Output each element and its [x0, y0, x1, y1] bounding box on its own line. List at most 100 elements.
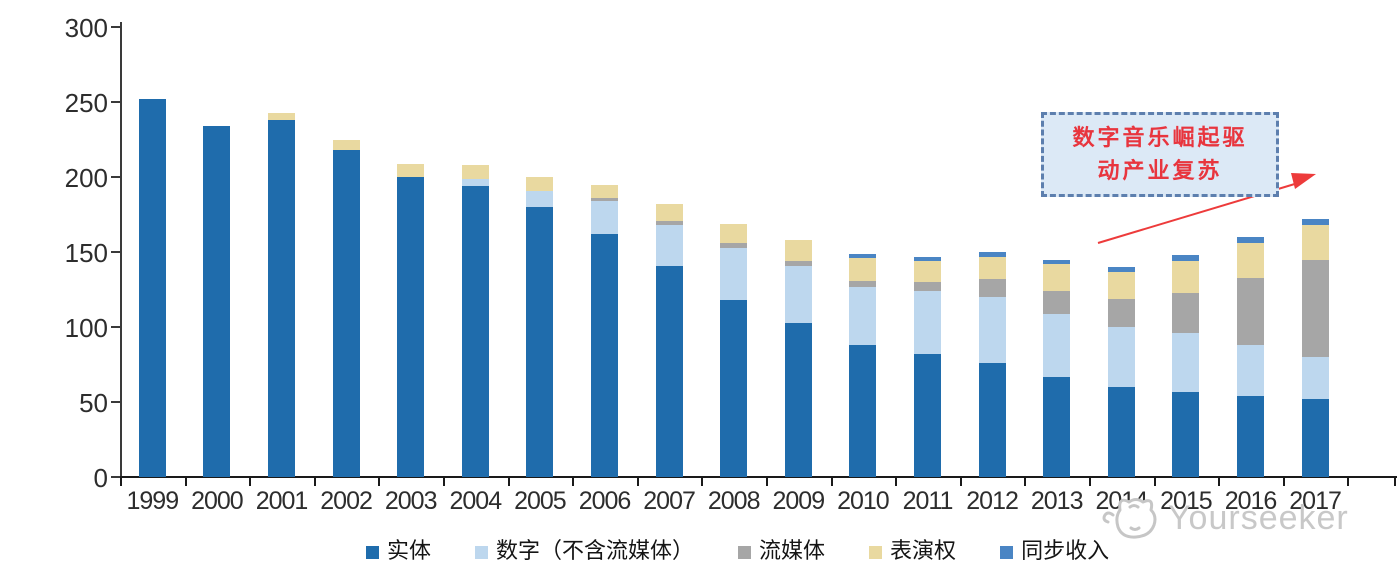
x-tick-label: 2010 [837, 487, 890, 515]
bar-segment-2013 [1043, 313, 1071, 377]
x-tick-mark [895, 478, 897, 486]
bar-segment-2016 [1237, 237, 1264, 243]
bar-segment-2017 [1301, 259, 1329, 357]
x-tick-label: 2002 [320, 487, 373, 515]
x-tick-mark [443, 478, 445, 486]
bar-segment-2015 [1172, 261, 1200, 293]
y-tick-label: 250 [64, 88, 108, 118]
bar-segment-2010 [849, 253, 877, 258]
watermark: Yourseeker [1100, 490, 1349, 546]
watermark-text: Yourseeker [1168, 499, 1349, 537]
x-tick-label: 2017 [1289, 487, 1342, 515]
x-tick-label: 2011 [902, 487, 954, 515]
x-tick-mark [185, 478, 187, 486]
x-tick-label: 2013 [1030, 487, 1084, 515]
x-tick-mark [1218, 478, 1220, 486]
bar-segment-2013 [1043, 291, 1071, 314]
x-tick-mark [831, 478, 833, 486]
x-tick-label: 2008 [707, 487, 761, 515]
callout-box: 数字音乐崛起驱 动产业复苏 [1041, 112, 1279, 197]
x-tick-mark [572, 478, 574, 486]
bar-segment-1999 [138, 99, 166, 477]
y-tick-mark [111, 326, 120, 328]
bar-segment-2013 [1043, 264, 1071, 291]
bar-segment-2013 [1043, 259, 1071, 264]
legend-label: 数字（不含流媒体） [496, 539, 695, 564]
bar-segment-2008 [720, 300, 748, 477]
bar-segment-2011 [914, 354, 941, 477]
legend: 实体 数字（不含流媒体） 流媒体 表演权 同步收入 [366, 541, 1109, 563]
legend-item: 表演权 [869, 541, 956, 563]
x-tick-mark [249, 478, 251, 486]
y-tick-label: 100 [64, 313, 108, 343]
x-tick-mark [1154, 478, 1156, 486]
legend-item: 流媒体 [738, 541, 825, 563]
bar-segment-2016 [1237, 345, 1264, 396]
x-tick-label: 2003 [384, 487, 438, 515]
x-tick-mark [378, 478, 380, 486]
y-tick-label: 150 [64, 238, 108, 268]
x-tick-label: 2012 [966, 487, 1019, 515]
bar-segment-2012 [978, 279, 1006, 297]
y-tick-mark [111, 476, 120, 478]
x-tick-mark [314, 478, 316, 486]
legend-swatch-icon [1000, 545, 1014, 559]
x-tick-mark [1024, 478, 1026, 486]
bar-segment-2001 [268, 112, 295, 120]
bar-segment-2010 [849, 286, 877, 345]
x-tick-label: 2007 [643, 487, 696, 515]
bar-segment-2017 [1301, 357, 1329, 399]
x-tick-mark [960, 478, 962, 486]
legend-item: 同步收入 [1000, 541, 1109, 563]
bar-segment-2008 [720, 247, 748, 300]
y-tick-label: 50 [79, 388, 108, 418]
bar-segment-2009 [784, 322, 812, 477]
legend-label: 同步收入 [1021, 539, 1110, 564]
bar-segment-2017 [1301, 225, 1329, 260]
legend-swatch-icon [738, 545, 752, 559]
bar-segment-2007 [655, 220, 683, 225]
bar-segment-2011 [914, 261, 941, 282]
x-tick-label: 2000 [191, 487, 244, 515]
bar-segment-2014 [1107, 271, 1135, 299]
x-tick-label: 2006 [578, 487, 632, 515]
x-tick-mark [120, 478, 122, 486]
x-tick-label: 2009 [772, 487, 825, 515]
bar-segment-2015 [1172, 292, 1200, 333]
bar-segment-2004 [461, 165, 489, 179]
bar-segment-2005 [526, 190, 554, 207]
y-tick-label: 200 [64, 163, 108, 193]
bar-segment-2010 [849, 258, 877, 281]
x-axis [120, 476, 1397, 478]
x-tick-label: 2001 [255, 487, 309, 515]
bar-segment-2006 [591, 201, 618, 234]
legend-label: 实体 [387, 539, 432, 564]
bar-segment-2013 [1043, 376, 1071, 477]
bar-segment-2014 [1107, 327, 1135, 387]
bar-segment-2001 [268, 120, 295, 477]
x-tick-mark [766, 478, 768, 486]
bar-segment-2016 [1237, 396, 1264, 477]
x-tick-mark [508, 478, 510, 486]
callout-text-line1: 数字音乐崛起驱 [1072, 124, 1248, 151]
bar-segment-2006 [591, 184, 618, 198]
bar-segment-2005 [526, 207, 554, 477]
bar-segment-2008 [720, 243, 748, 248]
bar-segment-2014 [1107, 267, 1135, 272]
x-tick-mark [1394, 478, 1396, 486]
bar-segment-2017 [1301, 219, 1329, 225]
bar-segment-2006 [591, 198, 618, 201]
bar-segment-2008 [720, 223, 748, 243]
cat-mascot-icon [1102, 498, 1157, 539]
bar-segment-2014 [1107, 298, 1135, 327]
bar-segment-2000 [203, 126, 231, 477]
bar-segment-2012 [978, 256, 1006, 279]
bar-segment-2017 [1301, 399, 1329, 477]
x-tick-label: 2004 [449, 487, 502, 515]
bar-segment-2005 [526, 177, 554, 191]
bar-segment-2014 [1107, 387, 1135, 477]
bar-segment-2012 [978, 297, 1006, 363]
bar-segment-2016 [1237, 243, 1264, 278]
bar-segment-2007 [655, 225, 683, 266]
bar-segment-2002 [332, 150, 360, 477]
